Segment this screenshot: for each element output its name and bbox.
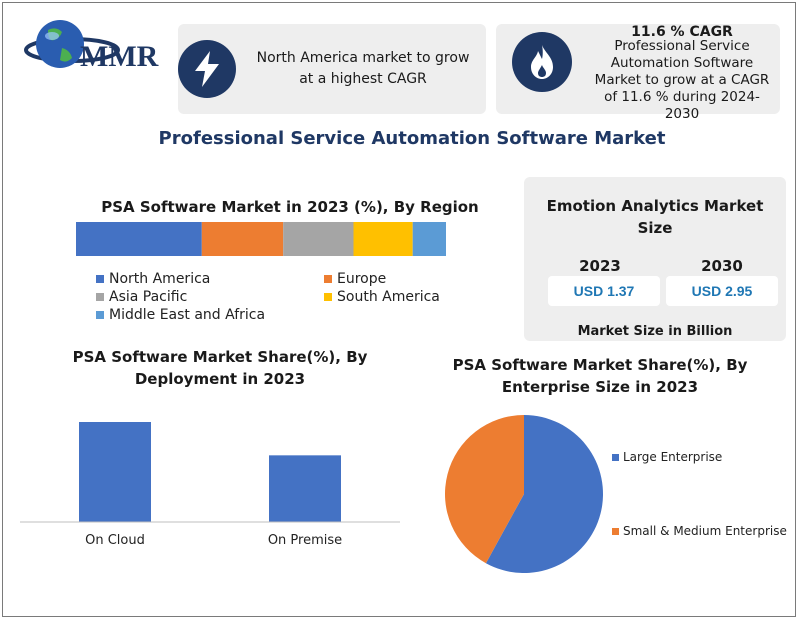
- deployment-bar-on-cloud: [79, 422, 151, 522]
- value-2030: USD 2.95: [666, 276, 778, 306]
- deployment-tick-label: On Cloud: [85, 533, 145, 548]
- pie-slice-small-medium-enterprise: [445, 415, 524, 564]
- cagr-card: 11.6 % CAGR Professional Service Automat…: [496, 24, 780, 122]
- year-2023-label: 2023: [579, 257, 621, 275]
- legend-label: South America: [337, 289, 440, 305]
- legend-north-america: North America: [96, 271, 210, 287]
- region-segment-middle-east-and-africa: [412, 222, 446, 256]
- deployment-tick-label: On Premise: [268, 533, 342, 548]
- pie-legend-swatch: [612, 528, 619, 535]
- legend-europe: Europe: [324, 271, 386, 287]
- legend-swatch: [96, 293, 104, 301]
- legend-south-america: South America: [324, 289, 440, 305]
- pie-legend-label: Small & Medium Enterprise: [623, 524, 787, 538]
- market-size-footer: Market Size in Billion: [577, 324, 733, 339]
- enterprise-pie-chart: Large Enterprise Small & Medium Enterpris…: [445, 415, 787, 573]
- legend-label: Middle East and Africa: [109, 307, 266, 323]
- pie-legend-label: Large Enterprise: [623, 450, 722, 464]
- legend-swatch: [324, 293, 332, 301]
- north-america-text: North America market to grow at a highes…: [256, 50, 470, 87]
- deployment-chart-title: PSA Software Market Share(%), By Deploym…: [72, 348, 368, 388]
- region-segment-south-america: [353, 222, 413, 256]
- value-2023: USD 1.37: [548, 276, 660, 306]
- legend-asia-pacific: Asia Pacific: [96, 289, 187, 305]
- region-segment-asia-pacific: [283, 222, 354, 256]
- legend-swatch: [324, 275, 332, 283]
- lightning-icon: [178, 40, 236, 98]
- logo-text: MMR: [80, 40, 159, 73]
- region-segment-europe: [201, 222, 284, 256]
- cagr-headline: 11.6 % CAGR: [631, 24, 733, 40]
- pie-legend-swatch: [612, 454, 619, 461]
- flame-icon: [512, 32, 572, 92]
- north-america-card: North America market to grow at a highes…: [178, 24, 486, 114]
- pie-slice-large-enterprise: [485, 415, 603, 573]
- legend-swatch: [96, 311, 104, 319]
- legend-label: North America: [109, 271, 211, 287]
- legend-label: Europe: [337, 271, 387, 287]
- legend-swatch: [96, 275, 104, 283]
- region-stacked-bar: [76, 222, 446, 256]
- deployment-bar-on-premise: [269, 455, 341, 522]
- market-size-title: Emotion Analytics Market Size: [546, 197, 764, 237]
- page-title: Professional Service Automation Software…: [158, 128, 666, 149]
- legend-label: Asia Pacific: [109, 289, 188, 305]
- cagr-text: Professional Service Automation Software…: [594, 38, 770, 122]
- market-size-panel: Emotion Analytics Market Size 2023 2030 …: [524, 177, 786, 341]
- year-2030-label: 2030: [701, 257, 743, 275]
- legend-middle-east-africa: Middle East and Africa: [96, 307, 265, 323]
- deployment-bar-chart: On Cloud On Premise: [20, 422, 400, 548]
- globe-icon: [24, 20, 120, 68]
- region-chart-title: PSA Software Market in 2023 (%), By Regi…: [101, 198, 479, 216]
- enterprise-chart-title: PSA Software Market Share(%), By Enterpr…: [452, 356, 748, 396]
- region-segment-north-america: [76, 222, 202, 256]
- logo: MMR: [12, 14, 162, 80]
